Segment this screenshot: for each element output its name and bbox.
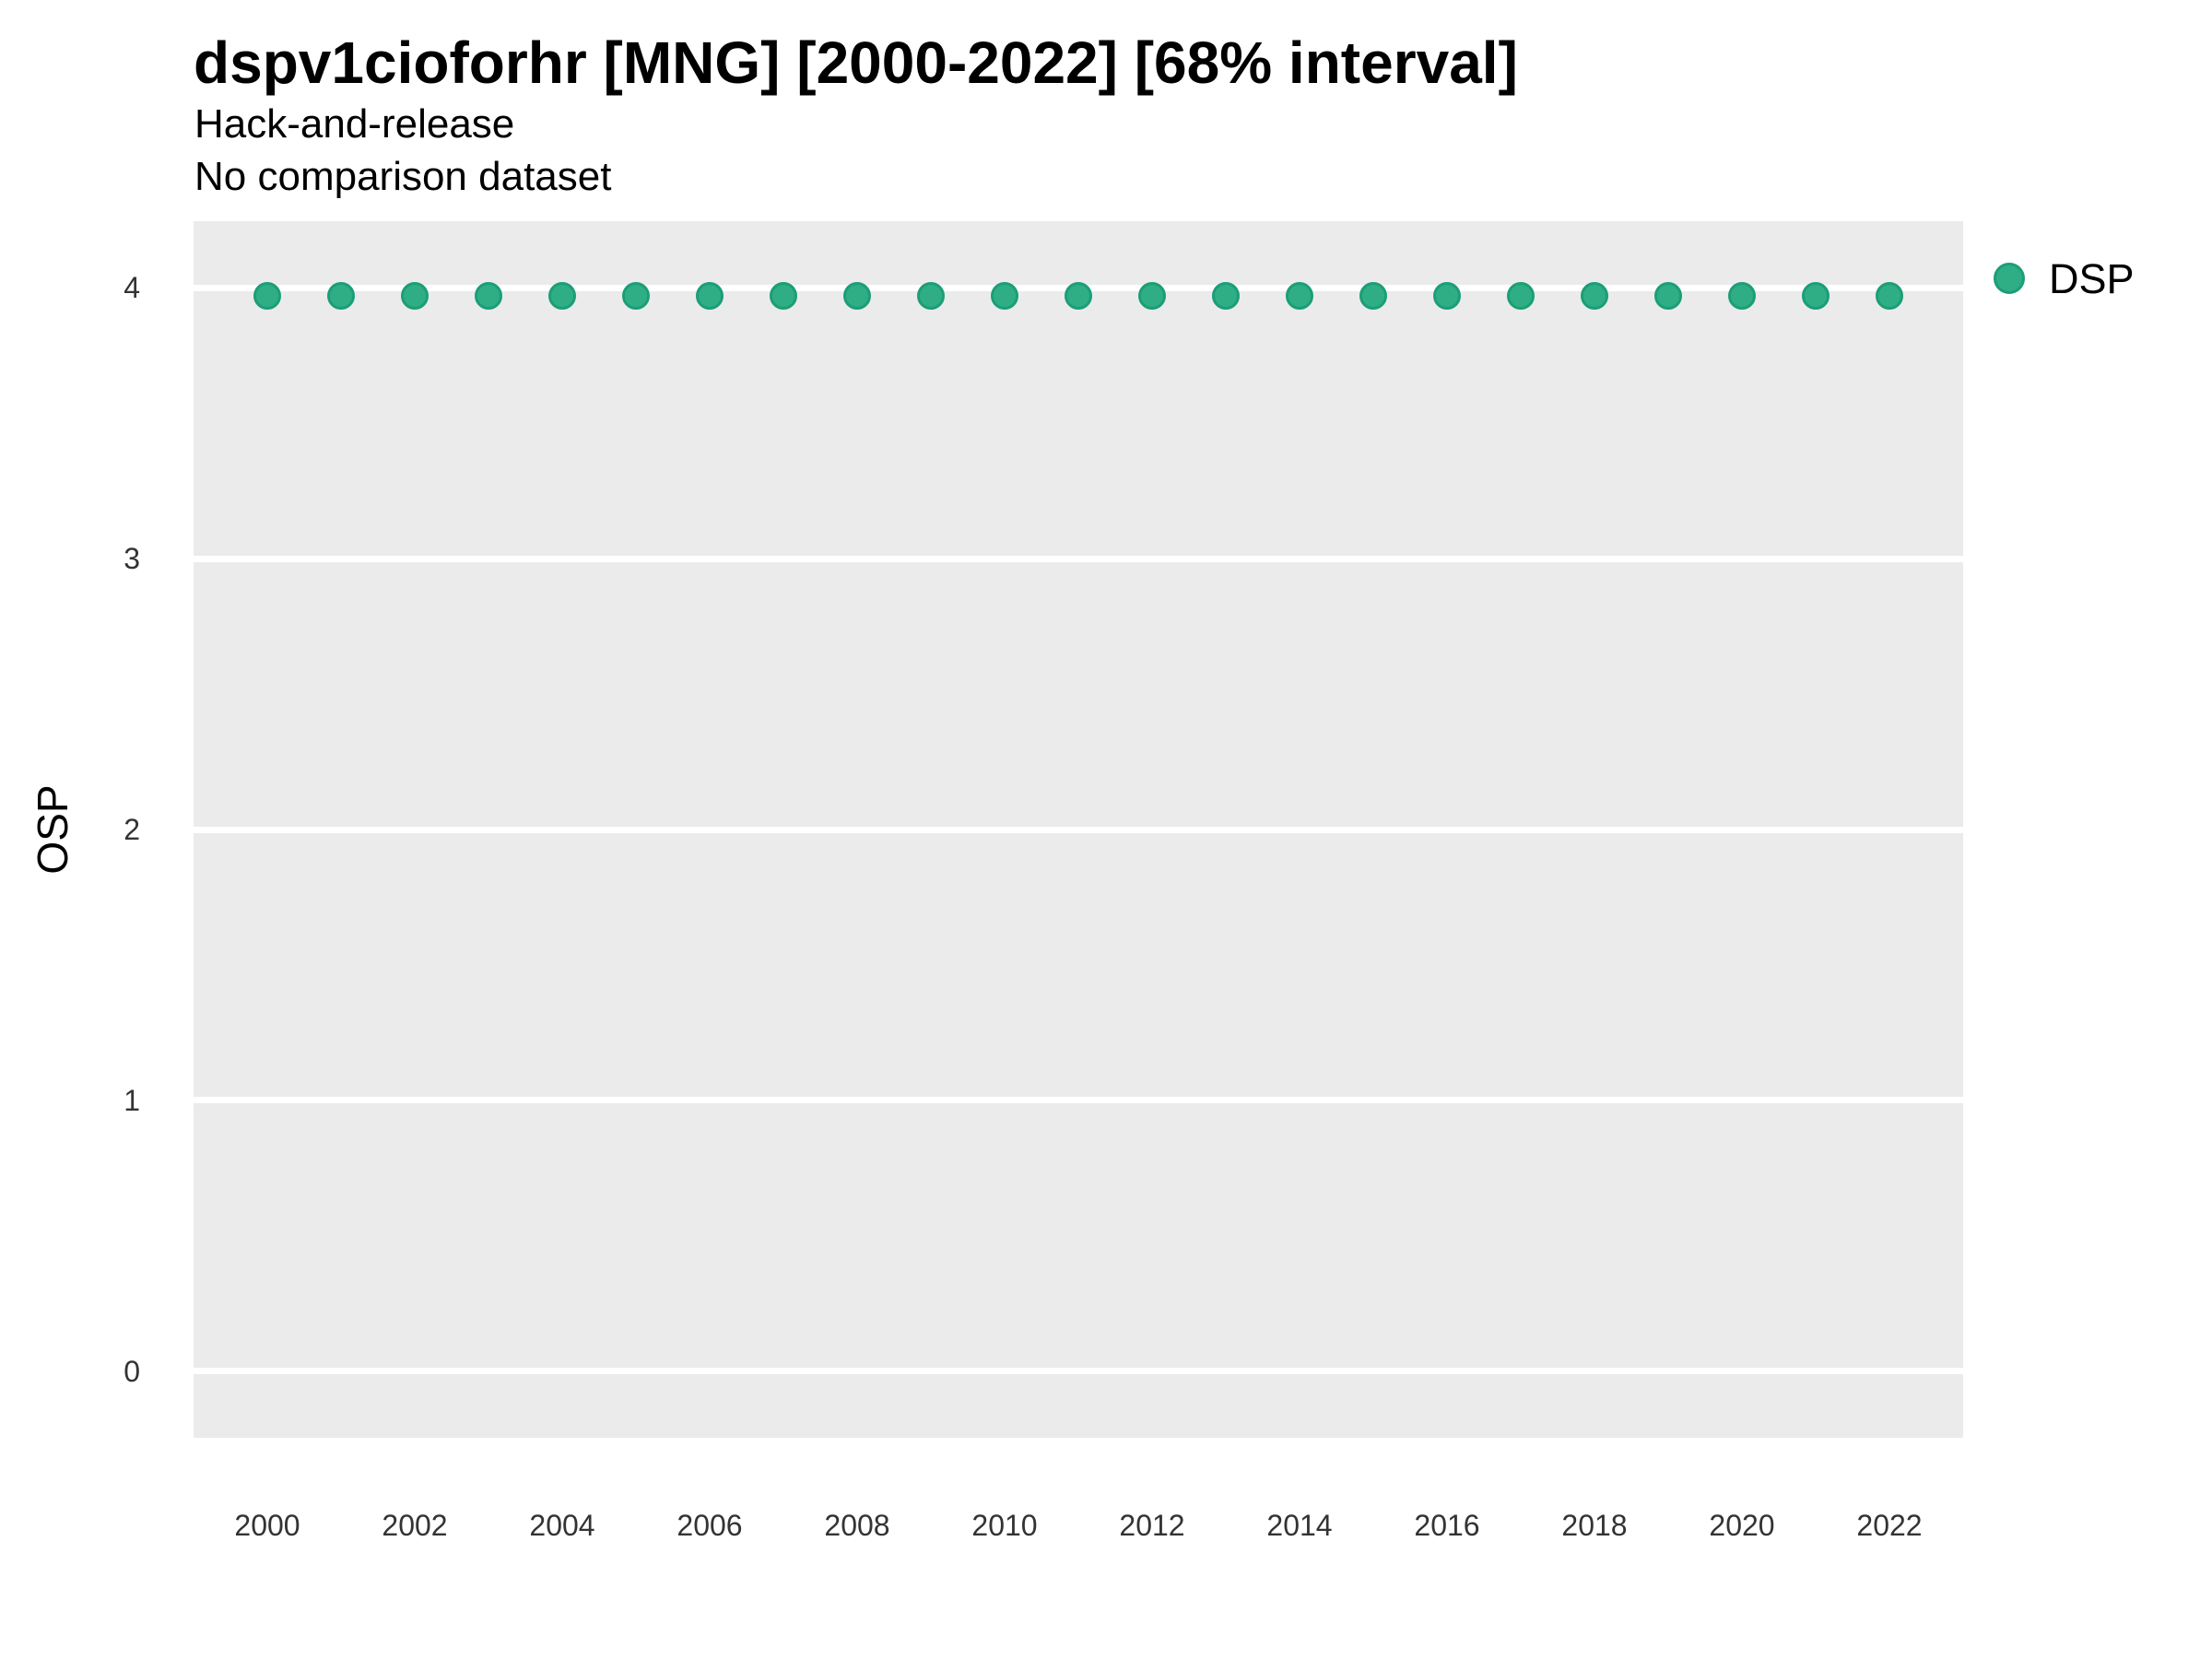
plot-panel: [194, 221, 1963, 1438]
data-point-dsp-2006: [696, 281, 724, 310]
data-point-dsp-2021: [1802, 281, 1830, 310]
x-tick-label-2006: 2006: [677, 1509, 743, 1542]
data-point-dsp-2003: [475, 281, 502, 310]
chart-subtitle-line2: No comparison dataset: [194, 154, 612, 199]
chart-subtitle-line1: Hack-and-release: [194, 101, 515, 147]
data-point-dsp-2007: [770, 281, 797, 310]
data-point-dsp-2005: [622, 281, 650, 310]
x-tick-label-2014: 2014: [1266, 1509, 1333, 1542]
data-point-dsp-2014: [1286, 281, 1313, 310]
x-tick-label-2004: 2004: [529, 1509, 595, 1542]
x-tick-label-2020: 2020: [1709, 1509, 1775, 1542]
data-point-dsp-2016: [1433, 281, 1461, 310]
data-point-dsp-2004: [548, 281, 576, 310]
gridline-y-3: [194, 555, 1963, 562]
data-point-dsp-2010: [991, 281, 1018, 310]
x-tick-label-2022: 2022: [1856, 1509, 1923, 1542]
data-point-dsp-2011: [1065, 281, 1092, 310]
y-tick-label-2: 2: [124, 813, 140, 846]
legend-item-dsp: DSP: [1994, 254, 2135, 302]
data-point-dsp-2015: [1359, 281, 1387, 310]
legend-label: DSP: [2049, 254, 2135, 302]
data-point-dsp-2019: [1654, 281, 1682, 310]
data-point-dsp-2001: [327, 281, 355, 310]
data-point-dsp-2013: [1212, 281, 1240, 310]
data-point-dsp-2000: [253, 281, 281, 310]
y-tick-label-4: 4: [124, 271, 140, 305]
x-tick-label-2000: 2000: [234, 1509, 300, 1542]
x-tick-label-2012: 2012: [1119, 1509, 1185, 1542]
gridline-y-2: [194, 826, 1963, 833]
gridline-y-1: [194, 1097, 1963, 1104]
data-point-dsp-2018: [1581, 281, 1608, 310]
x-tick-label-2016: 2016: [1414, 1509, 1480, 1542]
y-tick-label-1: 1: [124, 1083, 140, 1117]
legend-point-icon: [1994, 263, 2025, 294]
data-point-dsp-2002: [401, 281, 429, 310]
y-tick-label-0: 0: [124, 1354, 140, 1388]
data-point-dsp-2020: [1728, 281, 1756, 310]
data-point-dsp-2008: [843, 281, 871, 310]
gridline-y-0: [194, 1368, 1963, 1375]
data-point-dsp-2009: [917, 281, 945, 310]
data-point-dsp-2017: [1507, 281, 1535, 310]
data-point-dsp-2022: [1876, 281, 1903, 310]
data-point-dsp-2012: [1138, 281, 1166, 310]
chart-title: dspv1cioforhr [MNG] [2000-2022] [68% int…: [194, 29, 1518, 96]
x-tick-label-2010: 2010: [971, 1509, 1038, 1542]
legend: DSP: [1994, 254, 2135, 302]
x-tick-label-2018: 2018: [1561, 1509, 1628, 1542]
x-tick-label-2008: 2008: [824, 1509, 890, 1542]
x-tick-label-2002: 2002: [382, 1509, 448, 1542]
y-tick-label-3: 3: [124, 542, 140, 575]
